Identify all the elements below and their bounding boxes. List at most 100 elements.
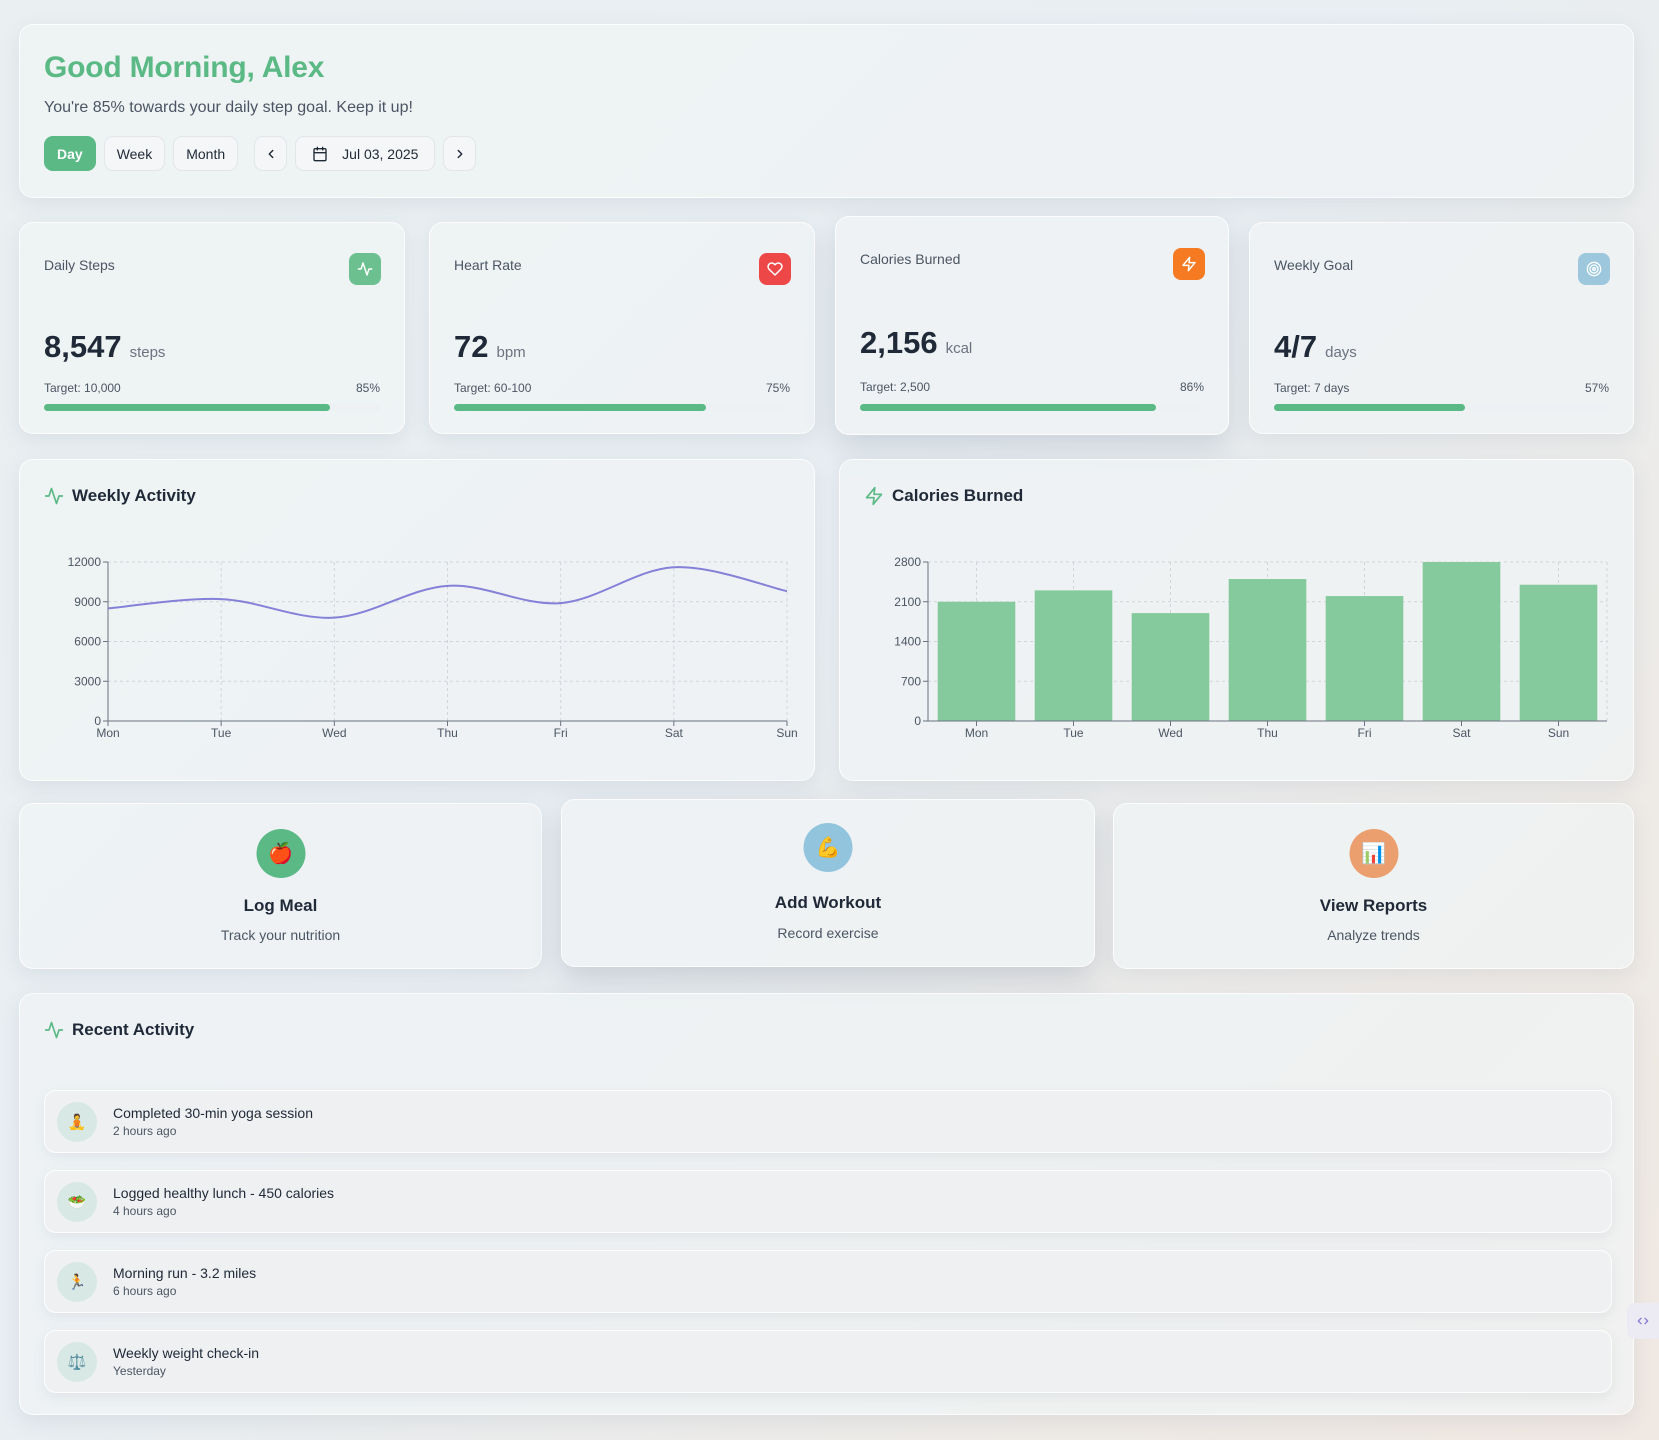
x-tick-label: Sun: [1548, 726, 1569, 740]
bar: [1325, 596, 1404, 721]
activity-title: Morning run - 3.2 miles: [113, 1265, 257, 1281]
list-item[interactable]: 🏃 Morning run - 3.2 miles 6 hours ago: [44, 1250, 1612, 1313]
x-tick-label: Tue: [1063, 726, 1084, 740]
stat-card-steps[interactable]: Daily Steps 8,547 steps Target: 10,000 85%: [19, 222, 405, 434]
list-item[interactable]: 🥗 Logged healthy lunch - 450 calories 4 …: [44, 1170, 1612, 1233]
chevron-left-icon: [268, 149, 274, 158]
header-card: Good Morning, Alex You're 85% towards yo…: [19, 24, 1634, 198]
chart-title: Weekly Activity: [72, 486, 196, 505]
x-tick-label: Fri: [554, 726, 568, 740]
greeting-subtitle: You're 85% towards your daily step goal.…: [44, 99, 413, 116]
action-subtitle: Track your nutrition: [220, 927, 341, 943]
x-tick-label: Mon: [96, 726, 119, 740]
y-tick-label: 1400: [894, 635, 921, 649]
activity-time: 2 hours ago: [113, 1124, 177, 1138]
progress-bar: [860, 404, 1204, 411]
action-subtitle: Analyze trends: [1327, 927, 1420, 943]
bar: [1422, 562, 1501, 721]
date-picker-button[interactable]: Jul 03, 2025: [295, 136, 436, 171]
y-tick-label: 9000: [74, 595, 101, 609]
stat-unit: days: [1325, 344, 1357, 361]
action-subtitle: Record exercise: [777, 925, 879, 941]
activity-icon: [44, 487, 64, 505]
heart-icon: [759, 253, 791, 285]
bar: [1228, 579, 1307, 721]
x-tick-label: Wed: [322, 726, 346, 740]
stat-target: Target: 60-100: [454, 381, 532, 395]
bar: [1034, 590, 1113, 721]
log-meal-button[interactable]: 🍎 Log Meal Track your nutrition: [19, 803, 542, 969]
weekly-activity-chart: 0 3000 6000 9000 12000 Mon Tue Wed Thu Fri Sat Sun: [68, 555, 798, 740]
activity-time: 4 hours ago: [113, 1204, 177, 1218]
stat-value: 2,156: [860, 325, 938, 360]
activity-time: 6 hours ago: [113, 1284, 177, 1298]
x-tick-label: Fri: [1358, 726, 1372, 740]
x-tick-label: Tue: [211, 726, 232, 740]
date-controls: Day Week Month Jul 03, 2025: [44, 136, 484, 171]
zap-icon: [1173, 248, 1205, 280]
zap-icon: [865, 486, 883, 506]
action-title: View Reports: [1319, 896, 1428, 915]
add-workout-button[interactable]: 💪 Add Workout Record exercise: [561, 799, 1095, 967]
list-item[interactable]: 🧘 Completed 30-min yoga session 2 hours …: [44, 1090, 1612, 1153]
y-tick-label: 0: [94, 714, 101, 728]
progress-fill: [44, 404, 330, 411]
bar: [937, 601, 1016, 721]
muscle-icon: 💪: [803, 823, 853, 872]
activity-icon: [349, 253, 381, 285]
x-tick-label: Sat: [665, 726, 684, 740]
y-tick-label: 6000: [74, 635, 101, 649]
progress-bar: [44, 404, 380, 411]
code-toggle-button[interactable]: [1627, 1303, 1659, 1339]
stat-value: 72: [454, 329, 489, 364]
y-tick-label: 0: [914, 714, 921, 728]
stat-value: 4/7: [1274, 329, 1318, 364]
salad-icon: 🥗: [57, 1181, 97, 1222]
scale-icon: ⚖️: [57, 1341, 97, 1382]
current-date: Jul 03, 2025: [342, 145, 419, 162]
calories-burned-chart: 0 700 1400 2100 2800 Mon Tue Wed Thu Fri Sat Sun: [894, 555, 1608, 740]
chart-title: Calories Burned: [892, 486, 1024, 505]
stat-title: Weekly Goal: [1274, 257, 1354, 273]
progress-bar: [1274, 404, 1609, 411]
x-tick-label: Thu: [1257, 726, 1278, 740]
range-week-button[interactable]: Week: [103, 136, 166, 171]
stat-percent: 86%: [1179, 380, 1204, 394]
bar: [1519, 584, 1598, 721]
stat-unit: kcal: [945, 340, 973, 357]
progress-fill: [1274, 404, 1465, 411]
action-title: Add Workout: [774, 893, 882, 912]
chart-icon: 📊: [1349, 829, 1398, 878]
range-month-button[interactable]: Month: [173, 136, 239, 171]
stat-card-calories[interactable]: Calories Burned 2,156 kcal Target: 2,500 8…: [835, 216, 1229, 435]
activity-title: Completed 30-min yoga session: [113, 1105, 313, 1121]
activity-title: Logged healthy lunch - 450 calories: [113, 1185, 335, 1201]
stat-percent: 75%: [765, 381, 790, 395]
stat-target: Target: 10,000: [44, 381, 121, 395]
prev-date-button[interactable]: [254, 136, 288, 171]
activity-time: Yesterday: [113, 1364, 166, 1378]
progress-bar: [454, 404, 790, 411]
view-reports-button[interactable]: 📊 View Reports Analyze trends: [1113, 803, 1634, 969]
activity-line: [107, 566, 788, 619]
activity-title: Weekly weight check-in: [113, 1345, 260, 1361]
bar: [1131, 613, 1210, 721]
y-tick-label: 2800: [894, 555, 921, 569]
greeting-title: Good Morning, Alex: [44, 51, 325, 84]
calories-burned-card: Calories Burned 0 700 1400 2100 2800 Mon Tue We…: [839, 459, 1634, 781]
next-date-button[interactable]: [443, 136, 477, 171]
x-tick-label: Mon: [965, 726, 988, 740]
stat-target: Target: 7 days: [1274, 381, 1350, 395]
range-day-button[interactable]: Day: [44, 136, 96, 171]
stat-card-heart-rate[interactable]: Heart Rate 72 bpm Target: 60-100 75%: [429, 222, 815, 434]
stat-card-weekly-goal[interactable]: Weekly Goal 4/7 days Target: 7 days 57%: [1249, 222, 1634, 434]
x-tick-label: Sat: [1452, 726, 1471, 740]
stat-title: Heart Rate: [454, 257, 522, 273]
activity-icon: [44, 1021, 64, 1039]
action-title: Log Meal: [243, 896, 318, 915]
x-tick-label: Sun: [776, 726, 797, 740]
progress-fill: [454, 404, 706, 411]
list-item[interactable]: ⚖️ Weekly weight check-in Yesterday: [44, 1330, 1612, 1393]
y-tick-label: 700: [901, 674, 921, 688]
y-tick-label: 2100: [894, 595, 921, 609]
